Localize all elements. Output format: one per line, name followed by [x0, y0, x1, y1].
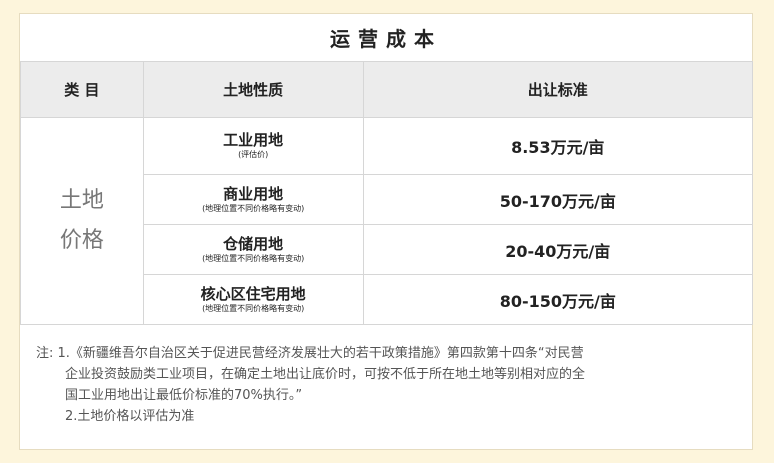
- page-title: 运营成本: [330, 27, 442, 51]
- price-cell: 8.53万元/亩: [362, 117, 754, 175]
- category-line: 土地: [59, 188, 104, 213]
- note-line: 2.土地价格以评估为准: [65, 409, 195, 424]
- table-row: 核心区住宅用地 (地理位置不同价格略有变动) 80-150万元/亩: [21, 274, 754, 325]
- notes-section: 注: 1.《新疆维吾尔自治区关于促进民营经济发展壮大的若干政策措施》第四款第十四…: [36, 343, 585, 427]
- note-line: 国工业用地出让最低价标准的70%执行。”: [65, 388, 303, 403]
- header-category: 类 目: [20, 61, 144, 118]
- table-row: 土地 价格 工业用地 (评估价) 8.53万元/亩: [20, 117, 754, 325]
- land-type-note: (地理位置不同价格略有变动): [202, 203, 305, 213]
- header-land-type: 土地性质: [142, 61, 364, 118]
- table-row: 商业用地 (地理位置不同价格略有变动) 50-170万元/亩: [21, 174, 754, 225]
- land-type-cell: 工业用地 (评估价): [142, 117, 364, 175]
- category-line: 价格: [59, 228, 104, 253]
- table-header-row: 类 目 土地性质 出让标准: [20, 61, 754, 118]
- land-type-note: (评估价): [238, 150, 269, 159]
- price-cell: 80-150万元/亩: [362, 274, 754, 325]
- land-type-name: 商业用地: [223, 184, 284, 203]
- land-type-cell: 核心区住宅用地 (地理位置不同价格略有变动): [142, 274, 364, 325]
- land-type-name: 核心区住宅用地: [200, 284, 306, 303]
- land-type-cell: 仓储用地 (地理位置不同价格略有变动): [142, 224, 364, 275]
- note-text: 1.《新疆维吾尔自治区关于促进民营经济发展壮大的若干政策措施》第四款第十四条“对…: [57, 346, 584, 361]
- price-cell: 50-170万元/亩: [362, 174, 754, 225]
- land-type-note: (地理位置不同价格略有变动): [202, 253, 305, 263]
- price-cell: 20-40万元/亩: [362, 224, 754, 275]
- note-line: 注: 1.《新疆维吾尔自治区关于促进民营经济发展壮大的若干政策措施》第四款第十四…: [36, 343, 585, 364]
- header-price-standard: 出让标准: [362, 61, 754, 118]
- operating-cost-card: 运营成本 类 目 土地性质 出让标准 土地 价格 工业用地 (评估价) 8.53万…: [19, 13, 754, 450]
- land-type-note: (地理位置不同价格略有变动): [202, 303, 305, 313]
- note-line: 企业投资鼓励类工业项目，在确定土地出让底价时，可按不低于所在地土地等别相对应的全: [65, 367, 586, 382]
- notes-label: 注:: [36, 346, 58, 361]
- land-type-name: 工业用地: [223, 131, 284, 149]
- land-type-name: 仓储用地: [223, 234, 284, 253]
- land-price-table: 类 目 土地性质 出让标准 土地 价格 工业用地 (评估价) 8.53万元/亩 商…: [20, 61, 754, 325]
- land-type-cell: 商业用地 (地理位置不同价格略有变动): [142, 174, 364, 225]
- category-cell: 土地 价格: [20, 117, 144, 325]
